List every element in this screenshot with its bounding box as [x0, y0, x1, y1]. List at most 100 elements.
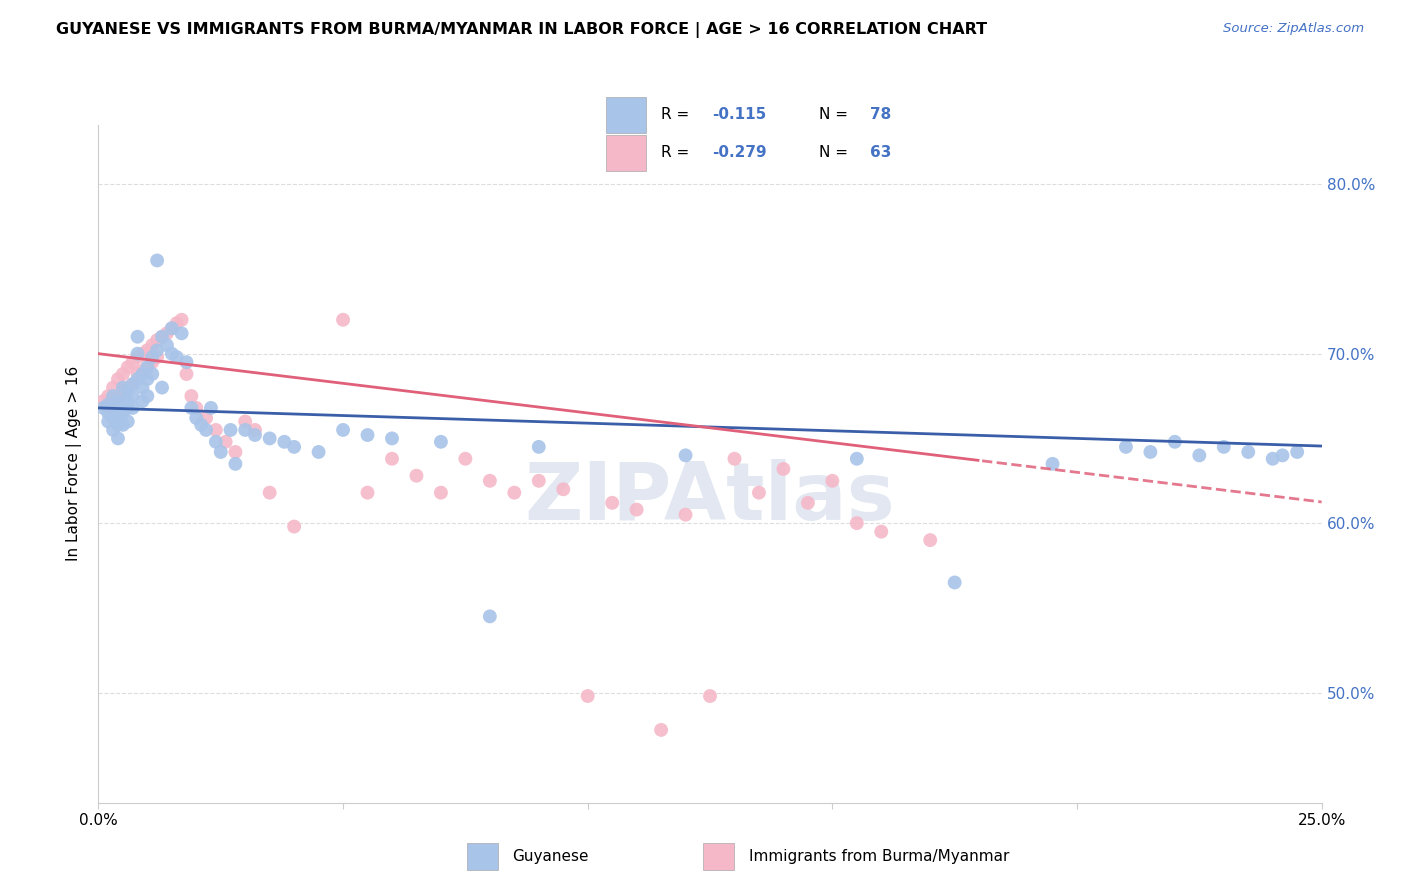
Point — [136, 360, 159, 375]
Point — [283, 440, 305, 454]
Point — [626, 502, 648, 516]
Point — [1042, 457, 1064, 471]
Text: R =: R = — [661, 145, 695, 161]
Point — [127, 350, 149, 364]
Point — [97, 389, 120, 403]
Point — [117, 414, 139, 428]
Text: -0.115: -0.115 — [713, 107, 766, 122]
Point — [131, 363, 153, 377]
Text: Source: ZipAtlas.com: Source: ZipAtlas.com — [1223, 22, 1364, 36]
Point — [97, 406, 120, 420]
Point — [117, 394, 139, 409]
Point — [97, 401, 120, 415]
Point — [146, 253, 169, 268]
Point — [1188, 448, 1211, 462]
Point — [127, 367, 149, 381]
Point — [150, 329, 173, 343]
Point — [141, 367, 163, 381]
Text: GUYANESE VS IMMIGRANTS FROM BURMA/MYANMAR IN LABOR FORCE | AGE > 16 CORRELATION : GUYANESE VS IMMIGRANTS FROM BURMA/MYANMA… — [56, 22, 987, 38]
FancyBboxPatch shape — [703, 843, 734, 870]
Point — [131, 394, 153, 409]
Point — [650, 723, 672, 737]
Point — [136, 372, 159, 386]
Point — [356, 485, 378, 500]
Point — [405, 468, 427, 483]
Point — [576, 689, 599, 703]
Point — [224, 457, 246, 471]
Point — [136, 360, 159, 375]
Point — [156, 338, 179, 352]
Text: N =: N = — [818, 107, 852, 122]
Point — [176, 367, 198, 381]
Text: ZIPAtlas: ZIPAtlas — [524, 458, 896, 537]
Point — [101, 423, 124, 437]
Point — [146, 333, 169, 347]
Point — [107, 389, 129, 403]
Point — [381, 431, 404, 445]
Point — [723, 451, 745, 466]
Point — [101, 389, 124, 403]
Point — [111, 417, 134, 432]
FancyBboxPatch shape — [606, 97, 645, 133]
Text: Immigrants from Burma/Myanmar: Immigrants from Burma/Myanmar — [748, 849, 1010, 863]
Point — [111, 406, 134, 420]
Point — [117, 360, 139, 375]
Point — [127, 346, 149, 360]
Point — [209, 445, 232, 459]
Point — [1212, 440, 1234, 454]
Point — [101, 411, 124, 425]
Point — [233, 414, 256, 428]
Point — [243, 428, 266, 442]
Point — [259, 431, 281, 445]
Point — [141, 338, 163, 352]
FancyBboxPatch shape — [467, 843, 498, 870]
Point — [146, 350, 169, 364]
FancyBboxPatch shape — [606, 135, 645, 170]
Point — [160, 346, 183, 360]
Point — [97, 414, 120, 428]
Point — [180, 389, 202, 403]
Point — [127, 372, 149, 386]
Point — [1164, 434, 1187, 449]
Point — [170, 312, 193, 326]
Point — [101, 394, 124, 409]
Point — [308, 445, 330, 459]
Point — [121, 389, 143, 403]
Point — [121, 401, 143, 415]
Text: R =: R = — [661, 107, 695, 122]
Point — [156, 326, 179, 341]
Point — [107, 406, 129, 420]
Point — [195, 423, 218, 437]
Point — [101, 380, 124, 394]
Text: 78: 78 — [870, 107, 891, 122]
Text: Guyanese: Guyanese — [512, 849, 589, 863]
Point — [600, 496, 623, 510]
Point — [675, 448, 697, 462]
Point — [283, 519, 305, 533]
Point — [205, 434, 228, 449]
Point — [259, 485, 281, 500]
Text: 63: 63 — [870, 145, 891, 161]
Point — [131, 367, 153, 381]
Point — [200, 401, 222, 415]
Point — [1115, 440, 1137, 454]
Point — [121, 377, 143, 392]
Point — [920, 533, 942, 547]
Point — [553, 482, 575, 496]
Point — [150, 329, 173, 343]
Point — [186, 411, 208, 425]
Point — [699, 689, 721, 703]
Point — [131, 380, 153, 394]
Point — [797, 496, 820, 510]
Point — [478, 609, 501, 624]
Point — [356, 428, 378, 442]
Point — [205, 423, 228, 437]
Point — [166, 350, 188, 364]
Point — [1139, 445, 1161, 459]
Point — [845, 451, 868, 466]
Point — [273, 434, 295, 449]
Point — [943, 575, 966, 590]
Point — [117, 380, 139, 394]
Point — [180, 401, 202, 415]
Point — [186, 401, 208, 415]
